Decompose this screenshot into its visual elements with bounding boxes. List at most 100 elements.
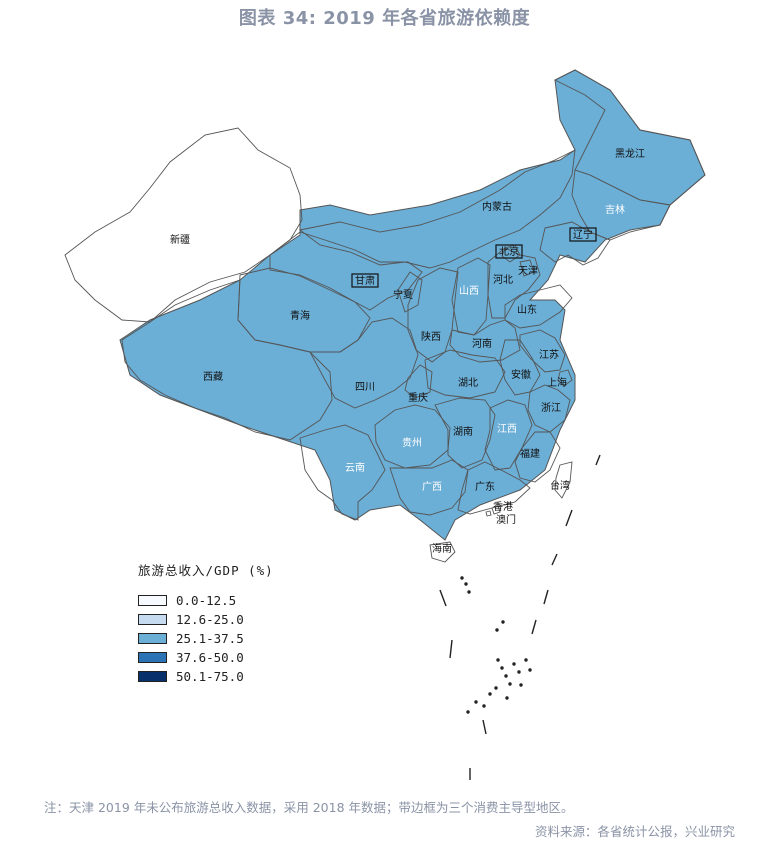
island-dot [496, 658, 500, 662]
legend-item: 0.0-12.5 [138, 591, 274, 610]
legend-label: 25.1-37.5 [176, 631, 244, 646]
province-label: 上海 [547, 376, 567, 389]
island-dot [494, 686, 498, 690]
province-label: 湖北 [458, 377, 478, 389]
province-澳门 [485, 510, 492, 517]
province-重庆 [404, 364, 433, 399]
consumption-led-box [495, 244, 523, 259]
province-label: 甘肃 [355, 274, 375, 287]
island-dot [519, 683, 523, 687]
legend-title: 旅游总收入/GDP (%) [138, 563, 274, 578]
province-福建 [514, 431, 561, 483]
province-label: 湖南 [453, 425, 473, 438]
province-label: 台湾 [550, 479, 570, 492]
province-label: 山东 [517, 303, 537, 316]
province-label: 内蒙古 [482, 200, 512, 213]
island-dot [495, 628, 499, 632]
province-label: 辽宁 [573, 228, 593, 241]
legend-item: 12.6-25.0 [138, 610, 274, 629]
province-label: 四川 [355, 382, 375, 393]
province-河南 [449, 319, 521, 363]
legend-swatch [138, 614, 167, 625]
province-label: 天津 [518, 265, 538, 277]
province-香港 [491, 505, 501, 515]
province-label: 吉林 [605, 203, 625, 216]
province-上海 [557, 369, 573, 387]
province-湖南 [434, 397, 496, 469]
boundary-dash [543, 589, 549, 605]
province-江苏 [519, 329, 566, 373]
legend-swatch [138, 671, 167, 682]
province-广西 [389, 459, 469, 516]
island-dot [488, 692, 492, 696]
province-河北 [487, 247, 541, 319]
province-四川 [309, 317, 419, 409]
province-label: 澳门 [496, 513, 516, 526]
footnote: 注：天津 2019 年未公布旅游总收入数据，采用 2018 年数据；带边框为三个… [44, 800, 574, 815]
province-label: 香港 [493, 501, 513, 513]
province-label: 福建 [520, 447, 540, 460]
province-label: 江西 [497, 423, 517, 435]
consumption-led-box [351, 273, 379, 288]
province-label: 贵州 [402, 436, 422, 449]
boundary-dash [482, 719, 487, 735]
legend-swatch [138, 595, 167, 606]
province-新疆 [64, 127, 303, 323]
island-dot [466, 710, 470, 714]
province-label: 浙江 [541, 402, 561, 414]
province-label: 广西 [422, 481, 442, 493]
boundary-dash [595, 454, 601, 466]
chart-title: 图表 34: 2019 年各省旅游依赖度 [238, 8, 531, 29]
province-label: 河南 [472, 337, 492, 350]
legend-swatch [138, 633, 167, 644]
boundary-dash [439, 589, 447, 607]
province-label: 河北 [493, 274, 513, 286]
south-sea-islands [439, 454, 601, 780]
island-dot [460, 576, 464, 580]
province-山东 [504, 284, 573, 329]
province-广东 [457, 461, 531, 515]
province-label: 江苏 [539, 348, 559, 361]
legend: 旅游总收入/GDP (%) 0.0-12.5 12.6-25.0 25.1-37… [138, 560, 274, 686]
province-label: 黑龙江 [615, 147, 645, 160]
province-label: 北京 [499, 245, 519, 258]
boundary-dash [531, 619, 537, 635]
province-云南 [299, 424, 386, 521]
province-label: 重庆 [408, 391, 428, 404]
province-label: 陕西 [421, 330, 441, 343]
legend-item: 37.6-50.0 [138, 648, 274, 667]
island-dot [464, 582, 468, 586]
island-dot [501, 620, 505, 624]
province-label: 云南 [345, 461, 365, 474]
island-dot [505, 696, 509, 700]
legend-label: 0.0-12.5 [176, 593, 237, 608]
province-吉林 [571, 169, 671, 241]
province-西藏 [121, 279, 333, 441]
island-dot [482, 704, 486, 708]
island-dot [524, 658, 528, 662]
province-内蒙古 [298, 149, 576, 269]
island-dot [504, 674, 508, 678]
province-label: 宁夏 [393, 288, 413, 301]
country-backdrop [119, 69, 706, 541]
province-湖北 [424, 349, 506, 399]
island-dot [467, 590, 471, 594]
island-dot [474, 700, 478, 704]
legend-label: 37.6-50.0 [176, 650, 244, 665]
legend-label: 12.6-25.0 [176, 612, 244, 627]
boundary-dash [449, 639, 453, 659]
province-台湾 [554, 461, 573, 499]
province-辽宁 [539, 221, 611, 266]
province-浙江 [527, 384, 571, 433]
source-note: 资料来源：各省统计公报，兴业研究 [534, 824, 735, 839]
legend-swatch [138, 652, 167, 663]
province-海南 [429, 541, 456, 563]
province-天津 [519, 259, 535, 277]
island-dot [517, 670, 521, 674]
province-label: 青海 [290, 309, 310, 322]
island-dot [528, 668, 532, 672]
province-label: 广东 [475, 480, 495, 493]
province-label: 山西 [459, 285, 479, 297]
boundary-dash [551, 553, 558, 566]
